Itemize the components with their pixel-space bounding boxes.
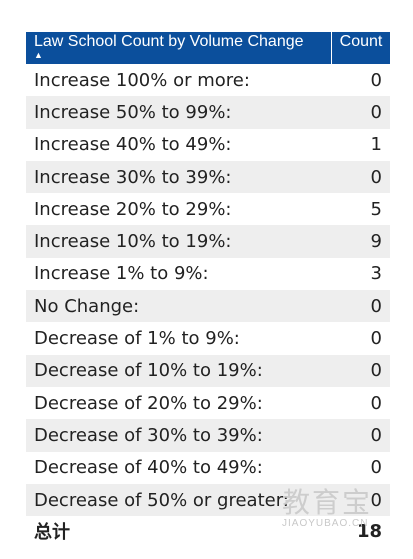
total-row: 总计 18 bbox=[26, 516, 390, 546]
row-label: No Change: bbox=[34, 295, 140, 317]
row-label: Increase 50% to 99%: bbox=[34, 101, 232, 123]
column-header-label: Law School Count by Volume Change bbox=[34, 33, 304, 50]
row-label: Decrease of 10% to 19%: bbox=[34, 360, 263, 382]
row-label: Increase 100% or more: bbox=[34, 69, 250, 91]
table-row[interactable]: No Change: 0 bbox=[26, 290, 390, 323]
watermark-text-cn: 教育宝 bbox=[282, 486, 373, 519]
row-count: 1 bbox=[370, 134, 382, 156]
table-row[interactable]: Increase 10% to 19%: 9 bbox=[26, 225, 390, 258]
total-value: 18 bbox=[356, 520, 382, 542]
row-count: 0 bbox=[370, 166, 382, 188]
table-row[interactable]: Increase 50% to 99%: 0 bbox=[26, 96, 390, 129]
row-count: 0 bbox=[370, 392, 382, 414]
watermark-text-en: JIAOYUBAO.CN bbox=[282, 518, 369, 529]
row-label: Increase 30% to 39%: bbox=[34, 166, 232, 188]
table-row[interactable]: Increase 20% to 29%: 5 bbox=[26, 193, 390, 225]
row-label: Decrease of 40% to 49%: bbox=[34, 457, 263, 479]
table-row[interactable]: Increase 40% to 49%: 1 bbox=[26, 129, 390, 161]
row-count: 0 bbox=[370, 295, 382, 317]
watermark-logo: 教育宝 JIAOYUBAO.CN bbox=[282, 488, 392, 550]
column-header-volume-change[interactable]: Law School Count by Volume Change ▲ bbox=[26, 32, 332, 64]
row-label: Increase 20% to 29%: bbox=[34, 198, 232, 220]
table-row[interactable]: Decrease of 40% to 49%: 0 bbox=[26, 452, 390, 484]
row-count: 5 bbox=[370, 198, 382, 220]
row-label: Increase 1% to 9%: bbox=[34, 263, 209, 285]
table-row[interactable]: Decrease of 20% to 29%: 0 bbox=[26, 387, 390, 419]
row-count: 0 bbox=[370, 69, 382, 91]
table-row[interactable]: Decrease of 30% to 39%: 0 bbox=[26, 419, 390, 452]
table-row[interactable]: Decrease of 1% to 9%: 0 bbox=[26, 322, 390, 354]
total-label: 总计 bbox=[34, 522, 70, 544]
row-count: 0 bbox=[370, 360, 382, 382]
row-count: 0 bbox=[370, 489, 382, 511]
table-row[interactable]: Increase 1% to 9%: 3 bbox=[26, 258, 390, 290]
table-row[interactable]: Decrease of 10% to 19%: 0 bbox=[26, 354, 390, 387]
row-label: Increase 40% to 49%: bbox=[34, 134, 232, 156]
row-label: Decrease of 30% to 39%: bbox=[34, 424, 263, 446]
row-count: 0 bbox=[370, 101, 382, 123]
table-body: Increase 100% or more: 0 Increase 50% to 9… bbox=[26, 64, 390, 517]
row-count: 0 bbox=[370, 457, 382, 479]
law-school-table: Law School Count by Volume Change ▲ Coun… bbox=[26, 32, 390, 546]
table-row[interactable]: Increase 100% or more: 0 bbox=[26, 64, 390, 96]
sort-up-icon[interactable]: ▲ bbox=[34, 50, 43, 60]
row-count: 3 bbox=[370, 263, 382, 285]
row-label: Decrease of 1% to 9%: bbox=[34, 328, 240, 350]
table-row[interactable]: Increase 30% to 39%: 0 bbox=[26, 160, 390, 194]
row-label: Decrease of 50% or greater: bbox=[34, 489, 289, 511]
row-label: Decrease of 20% to 29%: bbox=[34, 392, 263, 414]
table-header: Law School Count by Volume Change ▲ Coun… bbox=[26, 32, 390, 64]
row-count: 0 bbox=[370, 328, 382, 350]
row-count: 0 bbox=[370, 424, 382, 446]
row-label: Increase 10% to 19%: bbox=[34, 231, 232, 253]
column-header-count[interactable]: Count bbox=[339, 33, 383, 50]
table-row[interactable]: Decrease of 50% or greater: 0 bbox=[26, 483, 390, 517]
row-count: 9 bbox=[370, 231, 382, 253]
